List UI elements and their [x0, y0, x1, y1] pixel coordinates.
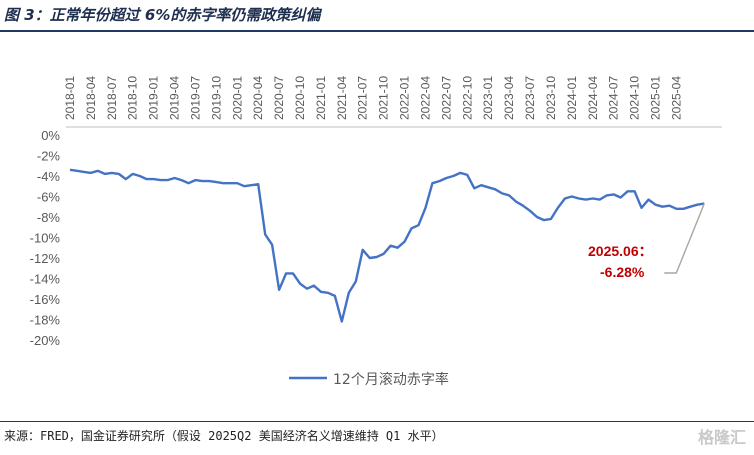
y-tick-label: 0%: [41, 128, 60, 143]
x-tick-label: 2019-07: [188, 76, 202, 120]
x-tick-label: 2023-07: [523, 76, 537, 120]
x-tick-labels: 2018-01 2018-04 2018-07 2018-10 2019-01 2019-…: [63, 76, 683, 120]
chart-title: 图 3：正常年份超过 6%的赤字率仍需政策纠偏: [4, 6, 321, 24]
x-tick-label: 2020-10: [293, 76, 307, 120]
x-tick-label: 2018-01: [63, 76, 77, 120]
legend-label: 12个月滚动赤字率: [333, 371, 449, 388]
x-tick-label: 2018-10: [126, 76, 140, 120]
x-tick-label: 2019-01: [147, 76, 161, 120]
x-tick-label: 2023-04: [502, 76, 516, 120]
x-tick-label: 2020-07: [272, 76, 286, 120]
source-rule: [0, 421, 754, 422]
y-tick-label: -16%: [30, 292, 61, 307]
x-tick-label: 2022-10: [460, 76, 474, 120]
x-tick-label: 2020-04: [251, 76, 265, 120]
x-tick-label: 2025-01: [648, 76, 662, 120]
y-tick-label: -2%: [37, 149, 61, 164]
x-tick-label: 2021-07: [356, 76, 370, 120]
x-tick-label: 2018-04: [84, 76, 98, 120]
x-tick-label: 2022-01: [398, 76, 412, 120]
series-line: [69, 168, 705, 323]
y-tick-label: -18%: [30, 313, 61, 328]
x-tick-label: 2019-04: [168, 76, 182, 120]
x-tick-label: 2023-01: [481, 76, 495, 120]
y-tick-label: -12%: [30, 251, 61, 266]
x-tick-label: 2020-01: [230, 76, 244, 120]
annotation-value: -6.28%: [600, 264, 645, 280]
title-rule: [0, 30, 754, 32]
x-tick-label: 2023-10: [544, 76, 558, 120]
annotation-label: 2025.06：: [588, 243, 653, 259]
x-tick-label: 2024-10: [628, 76, 642, 120]
x-tick-label: 2024-04: [586, 76, 600, 120]
x-tick-label: 2021-04: [335, 76, 349, 120]
watermark-logo: 格隆汇: [697, 428, 746, 447]
x-tick-label: 2019-10: [209, 76, 223, 120]
x-tick-label: 2022-07: [439, 76, 453, 120]
x-tick-label: 2021-01: [314, 76, 328, 120]
y-tick-label: -6%: [37, 190, 61, 205]
x-tick-label: 2024-01: [565, 76, 579, 120]
y-tick-labels: 0% -2% -4% -6% -8% -10% -12% -14% -16% -18% -20%: [30, 128, 61, 348]
x-tick-label: 2021-10: [377, 76, 391, 120]
y-tick-label: -4%: [37, 169, 61, 184]
y-tick-label: -14%: [30, 272, 61, 287]
x-tick-label: 2018-07: [105, 76, 119, 120]
x-tick-label: 2024-07: [607, 76, 621, 120]
y-tick-label: -8%: [37, 210, 61, 225]
x-tick-label: 2022-04: [418, 76, 432, 120]
line-chart: 2018-01 2018-04 2018-07 2018-10 2019-01 2019-…: [30, 76, 722, 388]
y-tick-label: -10%: [30, 231, 61, 246]
x-tick-label: 2025-04: [669, 76, 683, 120]
source-note: 来源：FRED，国金证券研究所（假设 2025Q2 美国经济名义增速维持 Q1 …: [4, 429, 444, 443]
annotation-leader-line: [664, 203, 705, 274]
y-tick-label: -20%: [30, 333, 61, 348]
